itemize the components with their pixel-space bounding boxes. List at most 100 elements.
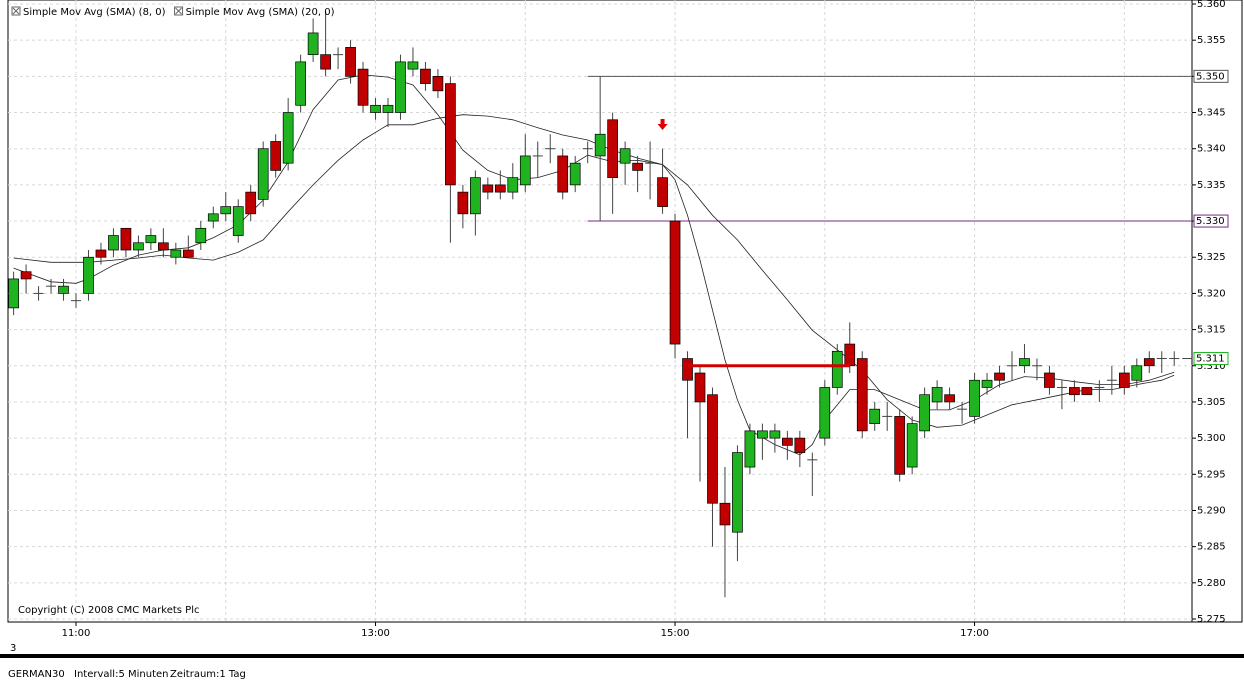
candle-body <box>632 162 643 171</box>
candle-body <box>370 104 381 113</box>
candle-body <box>744 430 756 468</box>
candle-body <box>856 358 868 432</box>
candle-body <box>607 119 618 178</box>
candle-body <box>494 184 506 193</box>
candle-body <box>919 394 930 432</box>
y-tick-label: 5.290 <box>1197 505 1226 516</box>
candle-body <box>969 379 980 417</box>
candle-body <box>8 278 19 309</box>
candle-body <box>120 227 132 251</box>
y-tick-label: 5.325 <box>1197 252 1226 263</box>
x-tick-label: 11:00 <box>62 628 91 639</box>
legend-entry: Simple Mov Avg (SMA) (20, 0) <box>186 7 335 18</box>
candle-body <box>844 343 856 367</box>
candle-body <box>407 61 419 70</box>
candle-body <box>732 452 743 533</box>
x-tick-label: 17:00 <box>960 628 989 639</box>
candle-body <box>220 206 232 215</box>
candle-body <box>395 61 406 113</box>
candle-body <box>357 68 369 106</box>
interval: Intervall:5 Minuten <box>74 669 168 680</box>
candle-body <box>782 437 793 446</box>
candle-body <box>307 32 319 55</box>
candle-body <box>894 416 906 475</box>
level-label-box <box>1193 69 1229 83</box>
candle-body <box>719 502 731 526</box>
candle-body <box>457 191 469 215</box>
level-label: 5.330 <box>1196 216 1225 227</box>
candle-body <box>569 162 581 186</box>
y-tick-label: 5.305 <box>1197 397 1226 408</box>
y-tick-label: 5.310 <box>1197 361 1226 372</box>
y-tick-label: 5.275 <box>1197 614 1226 625</box>
candle-body <box>445 83 456 186</box>
y-tick-label: 5.320 <box>1197 288 1226 299</box>
candle-body <box>195 227 207 244</box>
y-tick-label: 5.355 <box>1197 35 1226 46</box>
candle-body <box>1081 387 1093 396</box>
separator <box>0 654 1244 658</box>
candle-body <box>1069 387 1080 396</box>
candle-body <box>245 191 257 215</box>
candle-body <box>769 430 781 439</box>
y-tick-label: 5.360 <box>1197 0 1226 10</box>
x-tick-label: 15:00 <box>661 628 690 639</box>
candle-body <box>20 271 32 280</box>
candle-body <box>270 141 282 171</box>
candle-body <box>232 206 244 236</box>
level-label-box <box>1193 214 1229 228</box>
candle-body <box>83 256 94 294</box>
candle-body <box>669 220 681 345</box>
candle-body <box>1143 358 1155 367</box>
candle-body <box>906 423 918 468</box>
candle-body <box>95 249 107 258</box>
candle-body <box>657 177 668 207</box>
candle-body <box>58 285 69 294</box>
candle-body <box>707 394 718 504</box>
candle-body <box>1044 372 1055 388</box>
level-label: 5.350 <box>1196 71 1225 82</box>
y-tick-label: 5.300 <box>1197 433 1226 444</box>
candle-body <box>182 249 194 258</box>
candle-body <box>507 177 519 193</box>
candle-body <box>382 104 394 113</box>
candle-body <box>170 249 182 258</box>
candle-body <box>133 242 144 251</box>
y-tick-label: 5.345 <box>1197 108 1226 119</box>
candle-body <box>257 148 269 200</box>
candle-body <box>320 54 331 70</box>
candle-body <box>694 372 706 403</box>
y-tick-label: 5.340 <box>1197 144 1226 155</box>
candle-body <box>981 379 993 388</box>
candle-body <box>931 387 943 403</box>
candle-body <box>757 430 768 439</box>
candle-body <box>1118 372 1130 388</box>
candle-body <box>794 437 806 453</box>
candle-body <box>1131 365 1143 381</box>
candle-body <box>619 148 631 164</box>
y-tick-label: 5.295 <box>1197 469 1226 480</box>
candle-body <box>158 242 169 251</box>
last-price-label: 5.311 <box>1196 354 1225 365</box>
legend-check <box>175 7 182 15</box>
candle-body <box>145 235 157 244</box>
candle-body <box>420 68 431 84</box>
candle-body <box>869 408 881 424</box>
candle-body <box>944 394 955 403</box>
candle-body <box>519 155 531 186</box>
candle-body <box>295 61 306 106</box>
legend-check <box>12 7 20 15</box>
candle-body <box>557 155 569 193</box>
candle-body <box>682 358 693 381</box>
candle-body <box>345 47 356 77</box>
last-price-box <box>1193 352 1229 366</box>
candle-body <box>594 133 606 157</box>
candle-body <box>1019 358 1030 367</box>
candle-body <box>282 112 294 164</box>
candle-body <box>819 387 831 439</box>
y-tick-label: 5.315 <box>1197 325 1226 336</box>
candle-body <box>831 350 843 388</box>
candle-body <box>482 184 494 193</box>
